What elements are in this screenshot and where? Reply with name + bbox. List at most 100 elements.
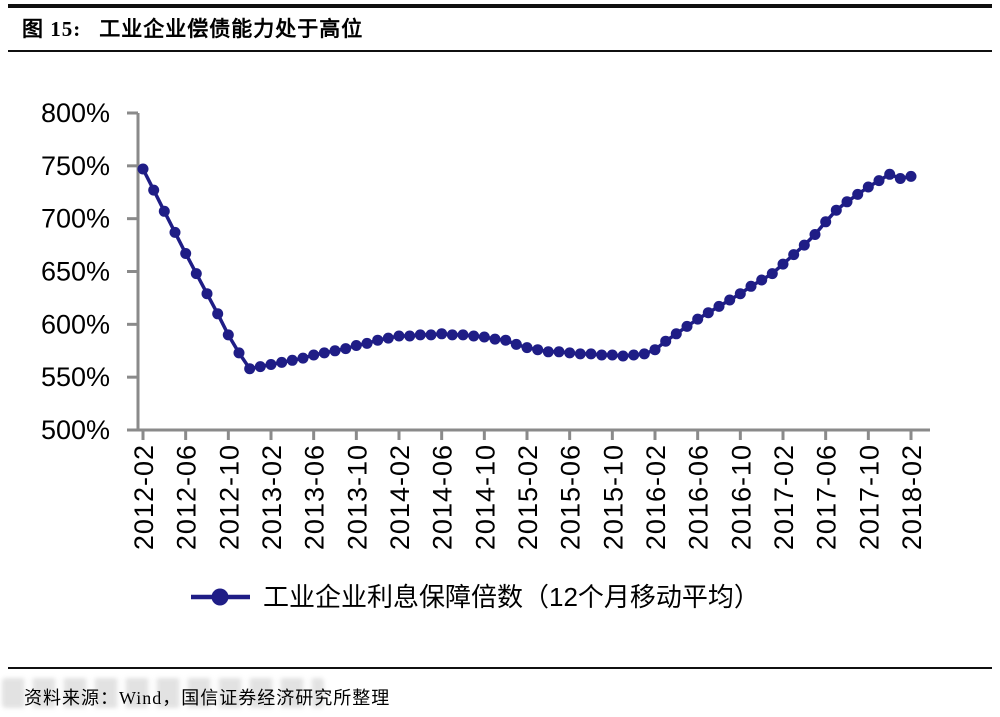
x-tick-label: 2014-10 [470, 444, 500, 550]
legend-label: 工业企业利息保障倍数（12个月移动平均） [263, 582, 760, 612]
data-point-marker [681, 320, 693, 332]
data-point-marker [233, 347, 245, 359]
figure-number: 图 15: [22, 17, 82, 41]
data-point-marker [478, 331, 490, 343]
data-point-marker [606, 349, 618, 361]
y-tick-label: 750% [41, 151, 110, 181]
data-point-marker [276, 356, 288, 368]
data-point-marker [542, 346, 554, 358]
data-point-marker [148, 184, 160, 196]
x-tick-label: 2012-06 [172, 444, 202, 550]
data-point-marker [798, 239, 810, 251]
data-point-marker [393, 330, 405, 342]
data-point-marker [500, 334, 512, 346]
x-tick-label: 2014-02 [385, 444, 415, 550]
data-point-marker [734, 288, 746, 300]
data-point-marker [820, 216, 832, 228]
data-point-marker [297, 352, 309, 364]
data-point-marker [617, 350, 629, 362]
data-point-marker [446, 329, 458, 341]
data-point-marker [137, 163, 149, 175]
data-point-marker [180, 248, 192, 259]
data-point-marker [702, 307, 714, 319]
data-point-marker [425, 329, 437, 341]
data-point-marker [468, 330, 480, 342]
data-point-marker [713, 300, 725, 312]
data-point-marker [766, 268, 778, 280]
x-tick-label: 2012-10 [214, 444, 244, 550]
data-point-marker [308, 349, 320, 361]
data-point-marker [286, 354, 298, 366]
data-point-marker [745, 280, 757, 292]
data-point-marker [489, 333, 501, 345]
data-point-marker [894, 173, 906, 184]
data-point-marker [372, 334, 384, 346]
data-point-marker [873, 175, 885, 187]
x-tick-label: 2014-06 [428, 444, 458, 550]
figure-header: 图 15: 工业企业偿债能力处于高位 [22, 13, 363, 43]
data-point-marker [809, 229, 821, 240]
data-point-marker [521, 342, 533, 354]
x-tick-label: 2017-06 [812, 444, 842, 550]
data-point-marker [884, 168, 896, 180]
data-point-marker [830, 204, 842, 216]
x-tick-label: 2016-02 [641, 444, 671, 550]
data-point-marker [905, 170, 917, 182]
data-point-marker [724, 294, 736, 306]
x-tick-label: 2012-02 [129, 444, 159, 550]
x-tick-label: 2016-10 [726, 444, 756, 550]
line-chart: 800% 750% 700% 650% 600% 550% 500% 2012-02 2012-… [41, 98, 930, 612]
y-tick-label: 800% [41, 98, 110, 128]
top-divider [8, 4, 992, 8]
data-point-marker [244, 363, 256, 375]
y-tick-label: 700% [41, 204, 110, 234]
x-tick-label: 2016-06 [684, 444, 714, 550]
data-point-marker [265, 359, 277, 370]
title-divider [8, 50, 992, 52]
x-tick-label: 2017-02 [769, 444, 799, 550]
data-point-marker [510, 338, 522, 350]
y-tick-label: 600% [41, 309, 110, 339]
data-point-marker [649, 344, 661, 356]
data-point-marker [574, 348, 586, 360]
x-tick-label: 2013-06 [300, 444, 330, 550]
y-tick-label: 550% [41, 362, 110, 392]
x-tick-label: 2017-10 [854, 444, 884, 550]
data-point-marker [254, 361, 266, 373]
data-point-marker [212, 308, 224, 320]
data-point-marker [628, 349, 640, 361]
data-point-marker [788, 249, 800, 261]
data-point-marker [201, 288, 213, 300]
data-point-marker [596, 349, 608, 361]
data-point-marker [532, 344, 544, 356]
data-point-marker [756, 274, 768, 286]
data-point-marker [841, 196, 853, 208]
series-line [141, 168, 912, 371]
data-point-marker [862, 181, 874, 193]
data-point-marker [692, 313, 704, 325]
x-tick-label: 2015-06 [556, 444, 586, 550]
data-point-marker [553, 346, 565, 358]
data-point-marker [564, 347, 576, 359]
data-point-marker [340, 343, 352, 355]
source-note: 资料来源：Wind，国信证券经济研究所整理 [24, 688, 391, 708]
data-point-marker [361, 337, 373, 349]
data-point-marker [169, 226, 181, 238]
data-point-marker [777, 258, 789, 270]
data-point-marker [670, 328, 682, 340]
y-tick-label: 500% [41, 415, 110, 445]
x-tick-label: 2013-02 [257, 444, 287, 550]
data-point-marker [436, 328, 448, 340]
data-point-marker [318, 347, 330, 359]
data-point-marker [382, 332, 394, 344]
data-point-marker [852, 188, 864, 200]
data-point-marker [585, 348, 597, 360]
data-point-marker [350, 340, 362, 351]
data-point-marker [190, 268, 202, 280]
data-point-marker [222, 329, 234, 341]
data-point-marker [638, 348, 650, 360]
data-point-marker [414, 329, 426, 341]
data-point-marker [404, 330, 416, 342]
footer-divider [8, 667, 992, 669]
